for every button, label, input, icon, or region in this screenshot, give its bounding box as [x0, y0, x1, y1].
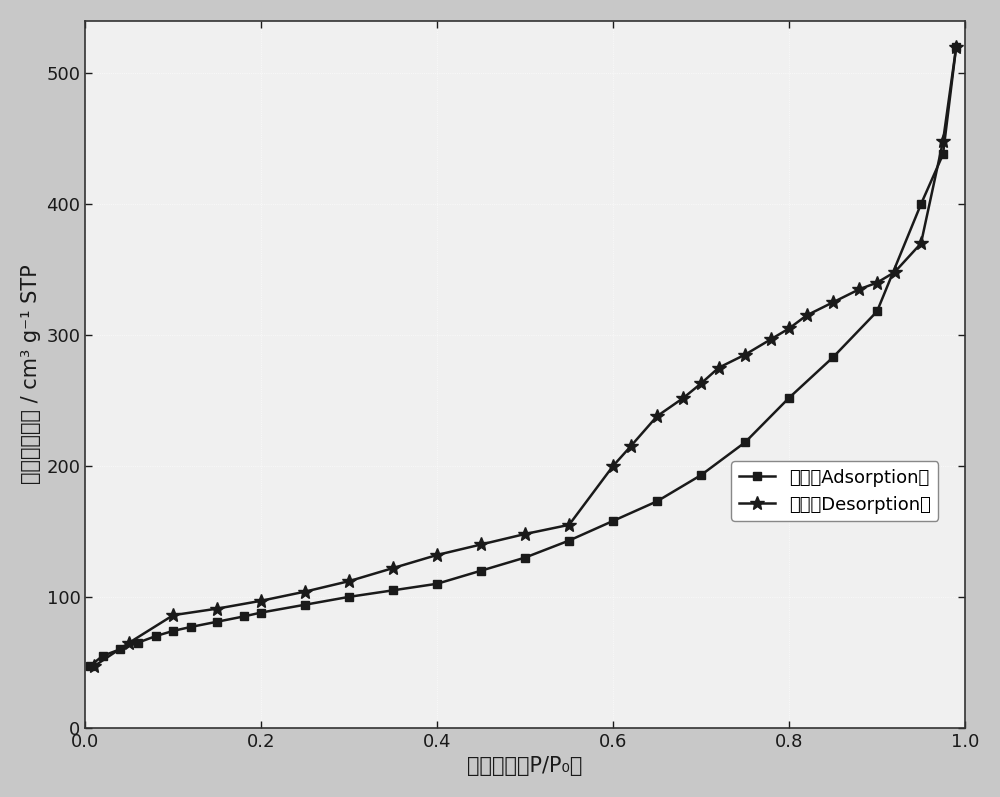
脱附（Desorption） [343, 576, 355, 586]
脱附（Desorption） [853, 285, 865, 294]
脱附（Desorption） [211, 604, 223, 614]
吸附（Adsorption） [871, 307, 883, 316]
吸附（Adsorption） [937, 150, 949, 159]
脱附（Desorption） [801, 311, 813, 320]
脱附（Desorption） [889, 268, 901, 277]
吸附（Adsorption） [238, 611, 250, 621]
Line: 吸附（Adsorption）: 吸附（Adsorption） [85, 43, 960, 670]
吸附（Adsorption） [185, 622, 197, 632]
脱附（Desorption） [651, 411, 663, 421]
脱附（Desorption） [695, 379, 707, 388]
吸附（Adsorption） [132, 638, 144, 647]
吸附（Adsorption） [651, 497, 663, 506]
吸附（Adsorption） [299, 600, 311, 610]
吸附（Adsorption） [950, 42, 962, 52]
脱附（Desorption） [299, 587, 311, 596]
脱附（Desorption） [915, 238, 927, 248]
吸附（Adsorption） [114, 645, 126, 654]
吸附（Adsorption） [783, 393, 795, 402]
吸附（Adsorption） [695, 470, 707, 480]
脱附（Desorption） [607, 461, 619, 471]
脱附（Desorption） [937, 136, 949, 146]
吸附（Adsorption） [255, 608, 267, 618]
吸附（Adsorption） [475, 566, 487, 575]
Y-axis label: 氮气吸附体积 / cm³ g⁻¹ STP: 氮气吸附体积 / cm³ g⁻¹ STP [21, 265, 41, 484]
吸附（Adsorption） [739, 438, 751, 447]
脱附（Desorption） [871, 278, 883, 288]
脱附（Desorption） [765, 334, 777, 344]
吸附（Adsorption） [519, 553, 531, 563]
脱附（Desorption） [739, 350, 751, 359]
脱附（Desorption） [123, 638, 135, 647]
脱附（Desorption） [950, 42, 962, 52]
脱附（Desorption） [713, 363, 725, 372]
脱附（Desorption） [431, 550, 443, 559]
脱附（Desorption） [827, 297, 839, 307]
吸附（Adsorption） [563, 536, 575, 545]
脱附（Desorption） [387, 563, 399, 573]
吸附（Adsorption） [211, 617, 223, 626]
脱附（Desorption） [783, 324, 795, 333]
脱附（Desorption） [475, 540, 487, 549]
吸附（Adsorption） [343, 592, 355, 602]
脱附（Desorption） [563, 520, 575, 530]
吸附（Adsorption） [607, 516, 619, 526]
吸附（Adsorption） [150, 631, 162, 641]
吸附（Adsorption） [431, 579, 443, 588]
X-axis label: 相对压强（P/P₀）: 相对压强（P/P₀） [467, 756, 583, 776]
脱附（Desorption） [88, 662, 100, 671]
吸附（Adsorption） [915, 199, 927, 209]
Line: 脱附（Desorption）: 脱附（Desorption） [87, 40, 963, 673]
脱附（Desorption） [167, 611, 179, 620]
吸附（Adsorption） [167, 626, 179, 636]
脱附（Desorption） [255, 596, 267, 606]
脱附（Desorption） [519, 529, 531, 539]
吸附（Adsorption） [97, 651, 109, 661]
吸附（Adsorption） [827, 352, 839, 362]
脱附（Desorption） [625, 442, 637, 451]
吸附（Adsorption） [387, 586, 399, 595]
Legend: 吸附（Adsorption）, 脱附（Desorption）: 吸附（Adsorption）, 脱附（Desorption） [731, 461, 938, 520]
脱附（Desorption） [677, 393, 689, 402]
吸附（Adsorption） [84, 662, 96, 671]
